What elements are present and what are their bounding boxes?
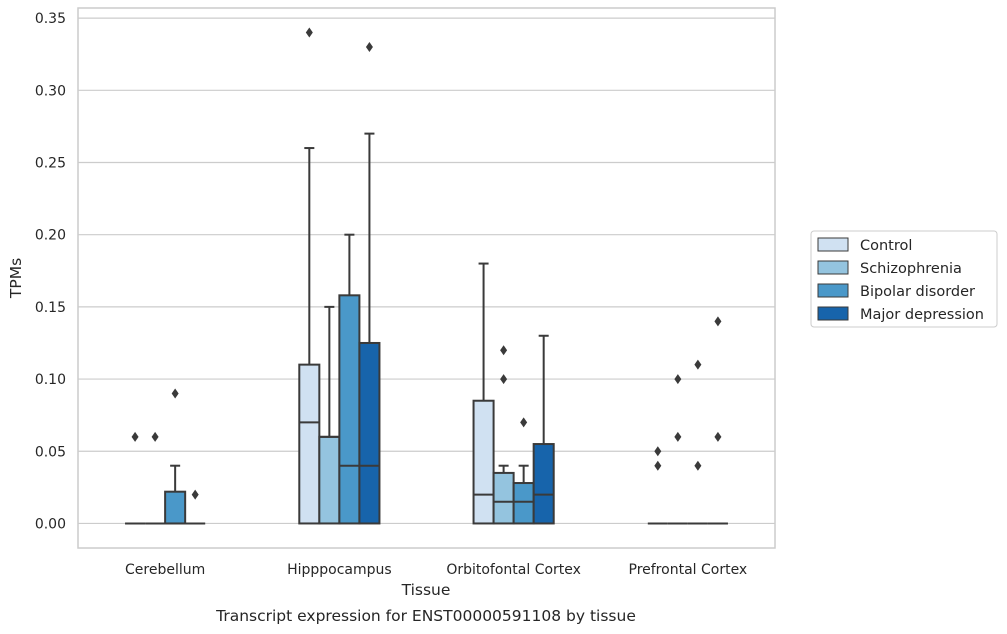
box	[472, 399, 495, 525]
y-tick-label: 0.05	[35, 444, 66, 460]
box	[358, 341, 381, 525]
x-tick-labels: Cerebellum Hipppocampus Orbitofontal Corte…	[125, 562, 747, 578]
y-tick-labels: 0.00 0.05 0.10 0.15 0.20 0.25 0.30 0.35	[35, 11, 66, 532]
outlier-point	[694, 460, 702, 471]
box	[492, 471, 515, 525]
box-group	[647, 446, 668, 525]
outlier-point	[714, 316, 722, 327]
outlier-point	[654, 446, 662, 457]
x-tick-label: Prefrontal Cortex	[629, 562, 748, 578]
x-tick-label: Hipppocampus	[287, 562, 392, 578]
y-tick-label: 0.35	[35, 11, 66, 27]
y-axis-title: TPMs	[7, 258, 25, 299]
box	[512, 482, 535, 525]
legend-label: Schizophrenia	[860, 261, 962, 277]
box-group	[707, 316, 728, 525]
box-group	[667, 374, 688, 525]
chart-caption: Transcript expression for ENST0000059110…	[215, 607, 636, 625]
legend-frame	[810, 230, 998, 328]
y-tick-label: 0.25	[35, 155, 66, 171]
grid-lines	[78, 17, 775, 525]
box-group	[125, 431, 146, 525]
y-tick-label: 0.20	[35, 228, 66, 244]
outlier-point	[674, 374, 682, 385]
x-tick-label: Cerebellum	[125, 562, 205, 578]
box-group	[532, 334, 555, 525]
box	[318, 435, 341, 525]
outlier-point	[654, 460, 662, 471]
outlier-point	[191, 489, 199, 500]
box-group	[338, 233, 361, 525]
outlier-point	[131, 431, 139, 442]
outlier-point	[674, 431, 682, 442]
x-tick-label: Orbitofontal Cortex	[446, 562, 581, 578]
y-tick-label: 0.10	[35, 372, 66, 388]
outlier-point	[500, 374, 508, 385]
box-group	[472, 262, 495, 525]
outlier-point	[694, 359, 702, 370]
outlier-point	[520, 417, 528, 428]
box	[298, 363, 321, 525]
box	[338, 294, 361, 525]
outlier-point	[151, 431, 159, 442]
legend-label: Major depression	[860, 307, 984, 323]
box-group	[358, 41, 381, 525]
box-group	[164, 388, 187, 525]
box-group	[145, 431, 166, 525]
box-group	[185, 489, 206, 525]
legend-swatch	[817, 237, 849, 252]
legend-swatch	[817, 306, 849, 321]
y-tick-label: 0.15	[35, 300, 66, 316]
legend-swatch	[817, 260, 849, 275]
outlier-point	[171, 388, 179, 399]
legend-swatch	[817, 283, 849, 298]
legend-label: Bipolar disorder	[860, 284, 975, 300]
outlier-point	[714, 431, 722, 442]
box	[532, 443, 555, 525]
box-groups	[125, 27, 728, 525]
y-tick-label: 0.30	[35, 83, 66, 99]
legend-label: Control	[860, 238, 912, 254]
x-axis-title: Tissue	[401, 581, 451, 599]
y-tick-label: 0.00	[35, 516, 66, 532]
outlier-point	[365, 41, 373, 52]
box-group	[687, 359, 708, 525]
plot-area	[77, 7, 776, 549]
box	[164, 490, 187, 525]
outlier-point	[305, 27, 313, 38]
legend: Control Schizophrenia Bipolar disorder Majo…	[810, 230, 998, 328]
outlier-point	[500, 345, 508, 356]
